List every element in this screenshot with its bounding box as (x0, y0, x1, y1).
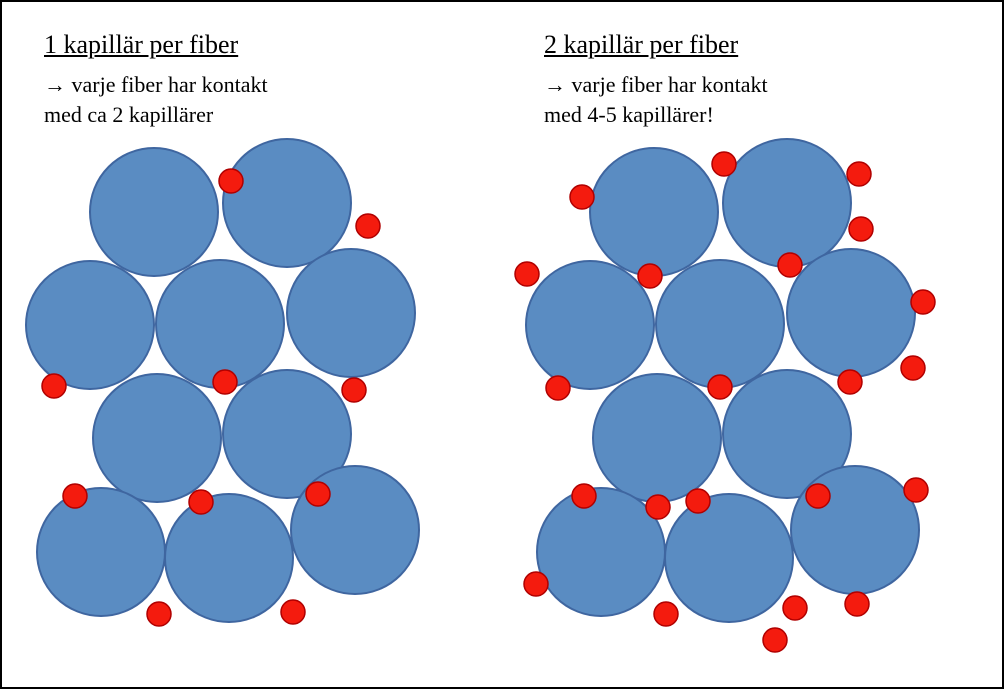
capillary-circle (42, 374, 66, 398)
capillary-circle (783, 596, 807, 620)
capillary-circle (911, 290, 935, 314)
capillary-circle (306, 482, 330, 506)
fiber-circle (656, 260, 784, 388)
capillary-circle (213, 370, 237, 394)
capillary-circle (901, 356, 925, 380)
fiber-circle (526, 261, 654, 389)
capillary-circle (219, 169, 243, 193)
fiber-circle (223, 139, 351, 267)
right-subtext: → varje fiber har kontakt med 4-5 kapill… (544, 70, 1002, 129)
capillary-circle (356, 214, 380, 238)
capillary-circle (189, 490, 213, 514)
left-cluster-svg (2, 134, 504, 694)
right-sub-line1: → varje fiber har kontakt (544, 72, 768, 97)
capillary-circle (515, 262, 539, 286)
left-sub-line1: → varje fiber har kontakt (44, 72, 268, 97)
capillary-circle (524, 572, 548, 596)
fiber-circle (156, 260, 284, 388)
right-panel: 2 kapillär per fiber → varje fiber har k… (502, 2, 1002, 129)
capillary-circle (63, 484, 87, 508)
left-heading: 1 kapillär per fiber (44, 30, 502, 60)
left-panel: 1 kapillär per fiber → varje fiber har k… (2, 2, 502, 129)
capillary-circle (708, 375, 732, 399)
fiber-circle (287, 249, 415, 377)
capillary-circle (570, 185, 594, 209)
fiber-circle (665, 494, 793, 622)
right-cluster-svg (502, 134, 1004, 694)
capillary-circle (572, 484, 596, 508)
left-sub-line2: med ca 2 kapillärer (44, 102, 213, 127)
capillary-circle (806, 484, 830, 508)
capillary-circle (778, 253, 802, 277)
fiber-circle (165, 494, 293, 622)
capillary-circle (342, 378, 366, 402)
diagram-frame: 1 kapillär per fiber → varje fiber har k… (0, 0, 1004, 689)
capillary-circle (763, 628, 787, 652)
capillary-circle (904, 478, 928, 502)
capillary-circle (838, 370, 862, 394)
fiber-circle (590, 148, 718, 276)
fiber-circle (37, 488, 165, 616)
fiber-circle (90, 148, 218, 276)
capillary-circle (712, 152, 736, 176)
capillary-circle (686, 489, 710, 513)
capillary-circle (847, 162, 871, 186)
capillary-circle (281, 600, 305, 624)
fiber-circle (93, 374, 221, 502)
capillary-circle (845, 592, 869, 616)
fiber-circle (791, 466, 919, 594)
fiber-circle (787, 249, 915, 377)
capillary-circle (546, 376, 570, 400)
capillary-circle (654, 602, 678, 626)
capillary-circle (147, 602, 171, 626)
left-subtext: → varje fiber har kontakt med ca 2 kapil… (44, 70, 502, 129)
capillary-circle (849, 217, 873, 241)
fiber-circle (593, 374, 721, 502)
fiber-circle (26, 261, 154, 389)
capillary-circle (638, 264, 662, 288)
fiber-circle (723, 139, 851, 267)
right-sub-line2: med 4-5 kapillärer! (544, 102, 714, 127)
right-heading: 2 kapillär per fiber (544, 30, 1002, 60)
capillary-circle (646, 495, 670, 519)
